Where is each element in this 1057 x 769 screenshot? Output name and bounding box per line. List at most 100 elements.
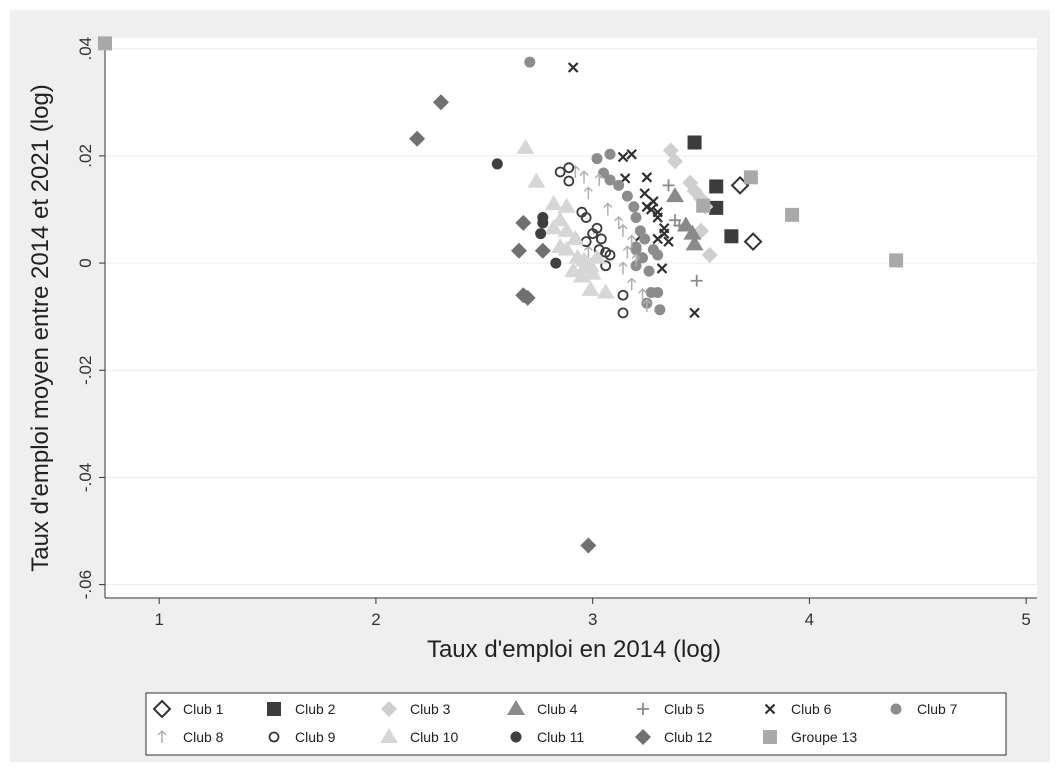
legend-marker-club-8 <box>157 729 167 743</box>
legend-label-club-1: Club 1 <box>183 701 224 717</box>
point-club-6 <box>617 151 629 163</box>
legend-label-club-2: Club 2 <box>295 701 336 717</box>
scatter-chart: .04 .02 0 -.02 -.04 -.06 1 2 3 4 5 Taux d'emploi e… <box>27 36 1037 756</box>
point-club-7 <box>643 265 655 277</box>
point-club-8 <box>603 202 613 216</box>
point-club-7 <box>652 249 664 261</box>
point-club-10 <box>588 248 607 264</box>
point-club-12 <box>519 289 536 306</box>
point-club-7 <box>630 212 642 224</box>
point-club-6 <box>689 307 700 319</box>
point-club-10 <box>596 283 615 299</box>
legend-box <box>145 692 1007 756</box>
point-club-4 <box>666 187 685 203</box>
point-club-9 <box>580 212 592 223</box>
legend: Club 1 Club 2 Club 3 Club 4 Club 5 Club 6 Club… <box>145 692 1007 756</box>
point-club-7 <box>591 153 603 165</box>
point-club-4 <box>685 235 704 251</box>
point-club-8 <box>579 170 589 184</box>
x-tick-label: 3 <box>588 610 597 629</box>
legend-marker-club-1 <box>152 699 172 719</box>
point-club-6 <box>652 233 663 245</box>
point-club-7 <box>652 287 664 299</box>
point-club-8 <box>627 277 637 291</box>
point-groupe-13 <box>743 170 758 185</box>
point-club-10 <box>575 259 594 275</box>
legend-label-groupe-13: Groupe 13 <box>791 729 857 745</box>
point-club-8 <box>631 253 641 267</box>
point-groupe-13 <box>889 253 904 268</box>
point-club-10 <box>557 221 576 237</box>
gridlines <box>105 38 1037 598</box>
point-club-7 <box>634 225 646 237</box>
point-club-11 <box>491 158 503 170</box>
point-club-8 <box>618 223 628 237</box>
point-club-6 <box>641 172 653 183</box>
point-club-12 <box>409 130 426 147</box>
point-club-6 <box>652 212 663 223</box>
x-tick-label: 2 <box>371 610 380 629</box>
point-club-9 <box>600 260 612 272</box>
x-tick-label: 1 <box>154 610 163 629</box>
point-club-12 <box>580 537 597 554</box>
point-club-7 <box>630 241 642 253</box>
point-club-7 <box>524 56 536 68</box>
point-club-8 <box>583 186 593 200</box>
point-club-9 <box>604 249 616 261</box>
point-club-9 <box>587 228 599 239</box>
point-club-11 <box>535 228 547 240</box>
plot-area <box>105 38 1037 598</box>
point-club-10 <box>551 237 570 253</box>
point-club-3 <box>667 153 684 170</box>
point-groupe-13 <box>98 36 112 51</box>
legend-label-club-7: Club 7 <box>917 701 958 717</box>
data-points <box>98 36 904 554</box>
x-axis-label: Taux d'emploi en 2014 (log) <box>427 636 721 663</box>
point-club-10 <box>551 211 570 227</box>
point-club-4 <box>683 224 702 240</box>
point-club-1 <box>743 232 763 252</box>
y-tick-label: -.02 <box>76 356 95 385</box>
y-tick-label: -.04 <box>76 463 95 492</box>
point-club-11 <box>537 217 549 229</box>
y-tick-label: 0 <box>76 258 95 267</box>
point-club-7 <box>613 179 625 191</box>
point-club-2 <box>687 135 702 150</box>
legend-label-club-5: Club 5 <box>664 701 705 717</box>
point-club-7 <box>639 233 651 245</box>
point-club-10 <box>557 197 576 213</box>
point-club-7 <box>604 148 616 160</box>
legend-label-club-3: Club 3 <box>410 701 451 717</box>
point-club-7 <box>628 201 640 213</box>
point-club-6 <box>639 188 650 199</box>
legend-marker-club-5 <box>637 703 649 715</box>
legend-label-club-12: Club 12 <box>664 729 712 745</box>
point-club-8 <box>622 245 632 259</box>
legend-marker-club-11 <box>510 731 522 743</box>
point-club-9 <box>617 289 629 301</box>
point-groupe-13 <box>696 198 711 213</box>
point-club-8 <box>627 234 637 248</box>
point-club-9 <box>554 166 566 178</box>
legend-marker-club-2 <box>267 702 281 716</box>
point-club-10 <box>583 264 602 280</box>
y-axis-label: Taux d'emploi moyen entre 2014 et 2021 (… <box>27 84 54 572</box>
point-club-2 <box>709 179 724 194</box>
point-club-3 <box>701 247 718 264</box>
y-tick-label: .04 <box>76 37 95 61</box>
point-club-5 <box>673 219 686 232</box>
point-club-11 <box>550 257 562 269</box>
legend-marker-club-10 <box>380 728 398 743</box>
point-club-10 <box>581 280 600 296</box>
point-club-12 <box>515 214 532 231</box>
legend-marker-club-3 <box>381 701 397 717</box>
legend-marker-club-12 <box>635 729 651 745</box>
legend-label-club-9: Club 9 <box>295 729 336 745</box>
point-club-8 <box>618 261 628 275</box>
point-club-2 <box>724 229 739 244</box>
point-club-10 <box>544 195 563 211</box>
point-club-7 <box>654 304 666 316</box>
legend-label-club-4: Club 4 <box>537 701 578 717</box>
legend-marker-club-9 <box>268 731 280 743</box>
point-club-10 <box>527 172 546 188</box>
